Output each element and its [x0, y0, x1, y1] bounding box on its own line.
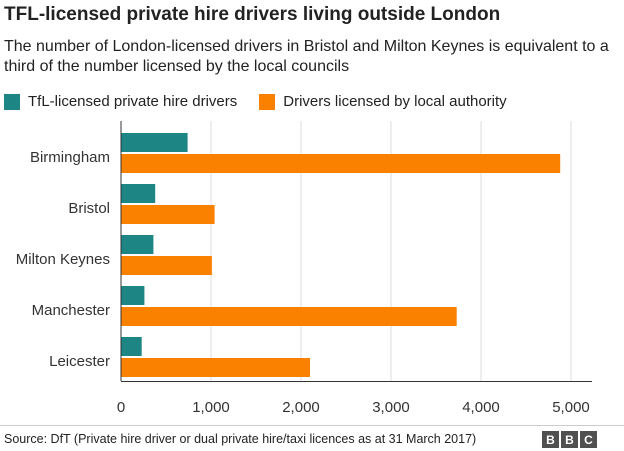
bar-chart: 0 1,000 2,000 3,000 4,000 5,000 Birmingham Bris…	[16, 121, 592, 416]
x-tick-label: 3,000	[372, 399, 410, 416]
legend-swatch-tfl	[4, 93, 20, 110]
category-label: Birmingham	[30, 149, 110, 166]
bar-tfl	[121, 235, 154, 254]
bar-local-authority	[121, 307, 457, 326]
bar-tfl	[121, 337, 142, 356]
x-tick-label: 2,000	[282, 399, 320, 416]
bbc-logo-block: B	[542, 431, 559, 448]
category-label: Bristol	[68, 200, 110, 217]
bar-local-authority	[121, 256, 212, 275]
category-label: Manchester	[32, 302, 110, 319]
bar-tfl	[121, 184, 156, 203]
legend: TfL-licensed private hire drivers Driver…	[4, 93, 529, 110]
bar-tfl	[121, 133, 188, 152]
bar-local-authority	[121, 358, 310, 377]
bar-local-authority	[121, 154, 561, 173]
category-label: Leicester	[49, 353, 110, 370]
bbc-logo-block: C	[580, 431, 597, 448]
x-tick-label: 0	[117, 399, 125, 416]
source-note: Source: DfT (Private hire driver or dual…	[4, 432, 477, 446]
category-label: Milton Keynes	[16, 251, 110, 268]
chart-title: TFL-licensed private hire drivers living…	[4, 4, 501, 25]
legend-item-tfl: TfL-licensed private hire drivers	[4, 93, 237, 110]
x-tick-label: 5,000	[552, 399, 590, 416]
bbc-logo-block: B	[561, 431, 578, 448]
chart-subtitle: The number of London-licensed drivers in…	[4, 38, 609, 75]
legend-swatch-local-authority	[259, 93, 276, 110]
legend-label-tfl: TfL-licensed private hire drivers	[28, 93, 238, 110]
footer-divider	[0, 425, 624, 426]
legend-label-local-authority: Drivers licensed by local authority	[283, 93, 507, 110]
bar-local-authority	[121, 205, 215, 224]
x-tick-label: 4,000	[462, 399, 500, 416]
legend-item-local-authority: Drivers licensed by local authority	[259, 93, 507, 110]
x-tick-label: 1,000	[192, 399, 230, 416]
bbc-logo: B B C	[540, 431, 597, 448]
bar-tfl	[121, 286, 145, 305]
